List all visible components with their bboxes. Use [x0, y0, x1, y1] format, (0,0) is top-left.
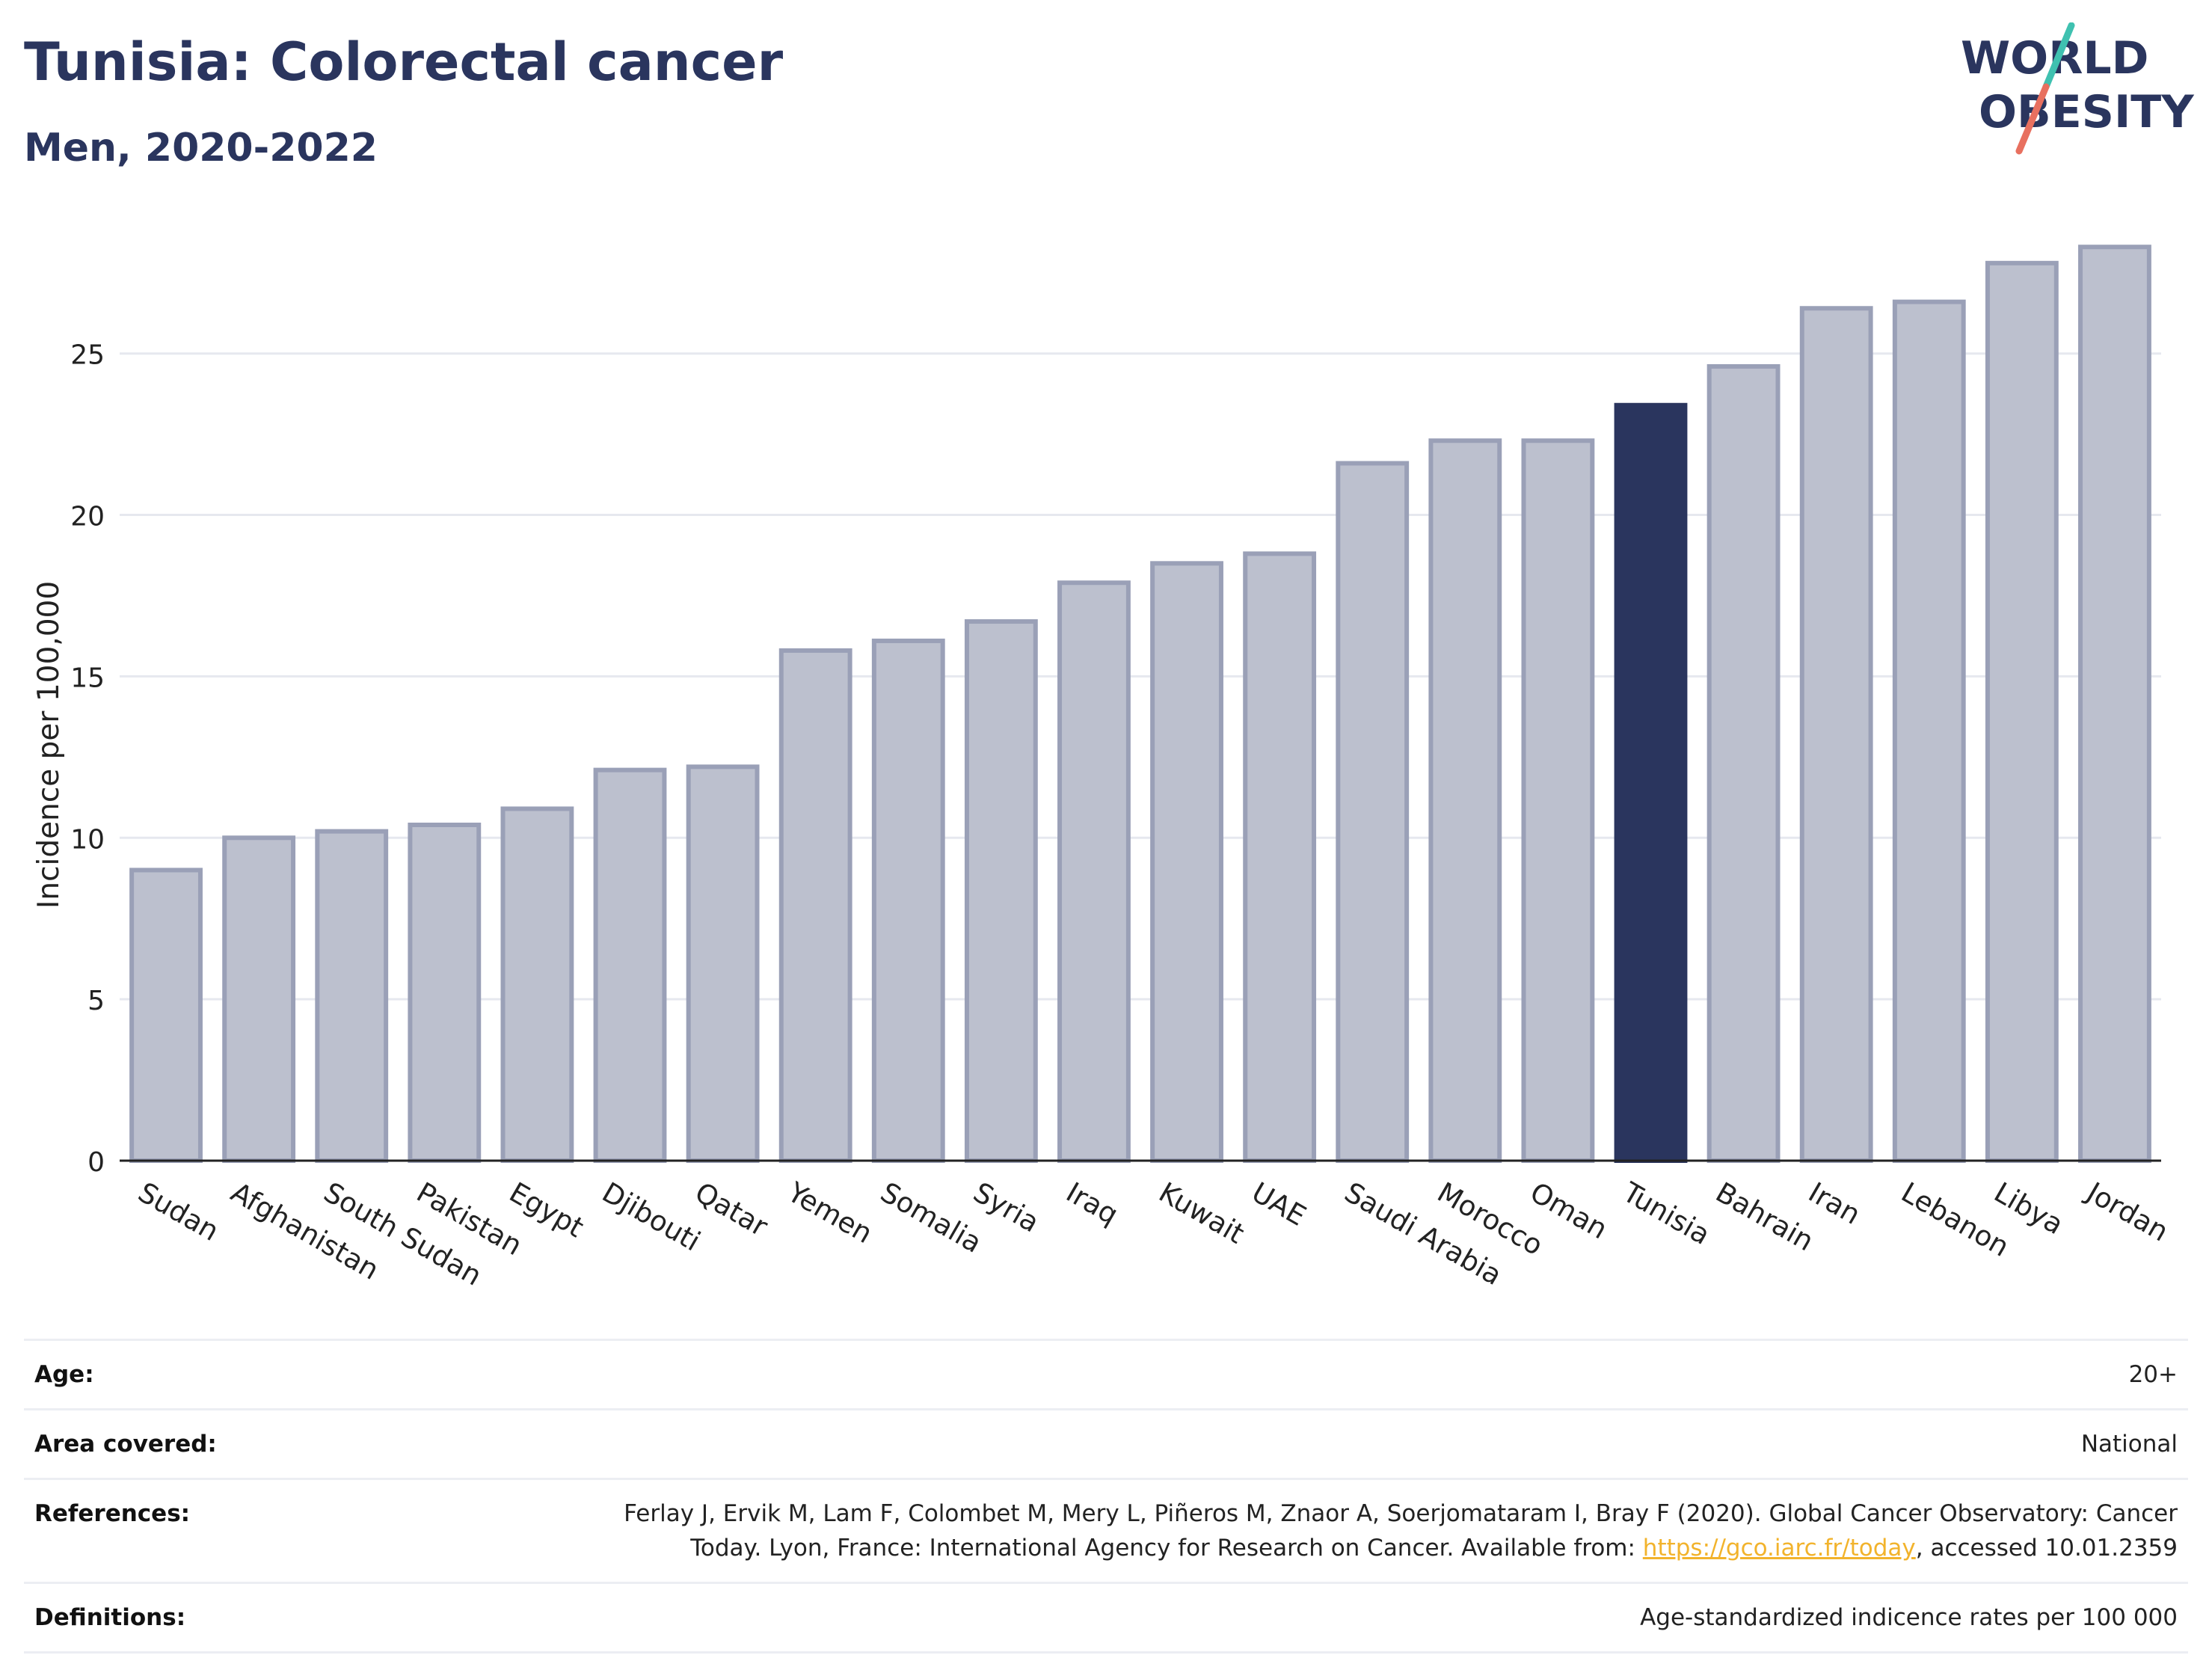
- x-tick-label: UAE: [1247, 1176, 1312, 1232]
- meta-value: 20+: [2128, 1361, 2178, 1388]
- meta-row: Area covered: National: [24, 1408, 2188, 1478]
- bar-pakistan: [408, 823, 482, 1163]
- x-tick-label: Iran: [1803, 1176, 1866, 1231]
- meta-row: References: Ferlay J, Ervik M, Lam F, Col…: [24, 1478, 2188, 1582]
- bar-morocco: [1428, 438, 1502, 1163]
- bar-bahrain: [1706, 363, 1781, 1163]
- bar-qatar: [686, 764, 760, 1163]
- meta-value: National: [2080, 1431, 2178, 1458]
- bar-afghanistan: [222, 835, 296, 1164]
- bars: [129, 245, 2151, 1164]
- y-tick-label: 0: [87, 1147, 105, 1178]
- bar-tunisia: [1614, 402, 1688, 1163]
- bar-lebanon: [1892, 299, 1966, 1164]
- y-tick-label: 15: [70, 663, 105, 693]
- bar-yemen: [778, 648, 852, 1163]
- reference-link[interactable]: https://gco.iarc.fr/today: [1642, 1535, 1916, 1562]
- bar-iraq: [1057, 580, 1131, 1163]
- metadata-table: Age: 20+ Area covered: National References: F…: [24, 1339, 2188, 1654]
- x-tick-label: Iraq: [1060, 1176, 1123, 1231]
- bar-jordan: [2078, 245, 2151, 1163]
- x-tick-label: Somalia: [875, 1176, 987, 1259]
- y-tick-label: 25: [70, 340, 105, 371]
- y-axis-ticks: 0 5 10 15 20 25: [70, 340, 105, 1178]
- meta-value: Age-standardized indicence rates per 100…: [1640, 1604, 2178, 1631]
- bar-saudi-arabia: [1336, 461, 1410, 1163]
- bar-syria: [964, 619, 1038, 1163]
- bar-kuwait: [1150, 561, 1223, 1163]
- bar-iran: [1799, 306, 1873, 1163]
- meta-key: References:: [34, 1500, 191, 1527]
- y-axis-label: Incidence per 100,000: [32, 581, 66, 909]
- bar-libya: [1985, 260, 2059, 1163]
- meta-key: Age:: [34, 1361, 94, 1388]
- x-tick-label: Saudi Arabia: [1339, 1176, 1508, 1292]
- x-tick-label: South Sudan: [319, 1176, 488, 1292]
- chart-subtitle: Men, 2020-2022: [24, 126, 378, 171]
- meta-value: Ferlay J, Ervik M, Lam F, Colombet M, Me…: [624, 1500, 2178, 1562]
- bar-uae: [1243, 551, 1317, 1163]
- bar-sudan: [129, 868, 203, 1163]
- meta-row: Age: 20+: [24, 1339, 2188, 1408]
- y-tick-label: 20: [70, 502, 105, 532]
- bar-djibouti: [593, 767, 667, 1163]
- x-tick-label: Djibouti: [597, 1176, 706, 1258]
- meta-row: Definitions: Age-standardized indicence r…: [24, 1582, 2188, 1654]
- x-tick-label: Tunisia: [1617, 1176, 1715, 1251]
- logo-slash-teal: [2042, 22, 2075, 90]
- world-obesity-logo: WORLD OBESITY: [1961, 22, 2195, 155]
- x-tick-label: Sudan: [133, 1176, 224, 1248]
- x-tick-label: Kuwait: [1154, 1176, 1250, 1250]
- meta-key: Area covered:: [34, 1431, 217, 1458]
- chart-title: Tunisia: Colorectal cancer: [24, 31, 784, 93]
- bar-somalia: [871, 638, 945, 1163]
- meta-key: Definitions:: [34, 1604, 186, 1631]
- bar-south-sudan: [315, 829, 389, 1163]
- y-tick-label: 5: [87, 986, 105, 1016]
- bar-egypt: [500, 806, 574, 1163]
- bar-oman: [1521, 438, 1595, 1163]
- logo-line-2: OBESITY: [1979, 86, 2195, 138]
- logo-slash-coral: [2015, 83, 2050, 155]
- x-tick-label: Yemen: [781, 1176, 878, 1250]
- y-tick-label: 10: [70, 824, 105, 855]
- x-tick-label: Jordan: [2080, 1176, 2174, 1248]
- x-tick-label: Bahrain: [1710, 1176, 1819, 1258]
